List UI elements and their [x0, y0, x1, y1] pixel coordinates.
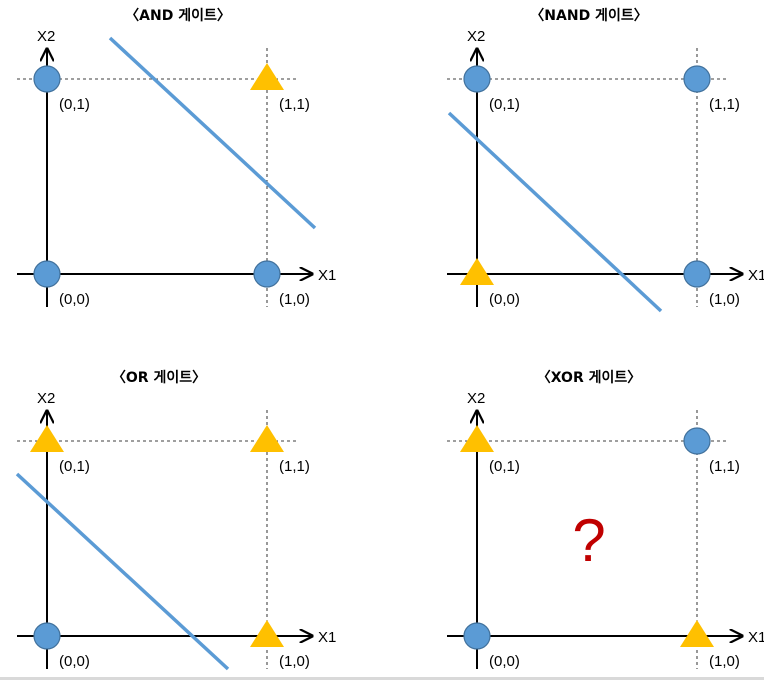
- point-p01-circle-marker: [463, 65, 491, 93]
- point-label-p01: (0,1): [59, 96, 90, 113]
- point-p10-triangle-marker: [250, 620, 284, 647]
- point-label-p00: (0,0): [489, 291, 520, 308]
- y-axis-label: X2: [37, 28, 55, 45]
- point-label-p11: (1,1): [279, 96, 310, 113]
- point-label-p00: (0,0): [59, 291, 90, 308]
- point-p01-triangle-marker: [460, 425, 494, 452]
- separator-line: [447, 111, 663, 313]
- y-axis-label: X2: [467, 28, 485, 45]
- point-label-p01: (0,1): [489, 96, 520, 113]
- panel-title: 〈XOR 게이트〉: [537, 369, 642, 386]
- page-bottom-rule: [0, 677, 764, 680]
- panel-and: 〈AND 게이트〉 X1 X2 (0,0) (1,0) (0,1) (1,1): [17, 7, 336, 308]
- x-axis-label: X1: [318, 267, 336, 284]
- panel-nand: 〈NAND 게이트〉 X1 X2 (0,0) (1,0) (0,1) (1,1): [447, 7, 764, 313]
- point-label-p10: (1,0): [709, 291, 740, 308]
- point-p00-triangle-marker: [460, 258, 494, 285]
- point-label-p01: (0,1): [489, 458, 520, 475]
- panel-title: 〈AND 게이트〉: [125, 7, 231, 24]
- panel-or: 〈OR 게이트〉 X1 X2 (0,0) (1,0) (0,1) (1,1): [15, 369, 336, 671]
- question-mark: ?: [572, 507, 605, 574]
- point-label-p00: (0,0): [59, 653, 90, 670]
- point-p00-circle-marker: [463, 622, 491, 650]
- point-p11-circle-marker: [683, 427, 711, 455]
- point-p10-circle-marker: [253, 260, 281, 288]
- separator-line: [108, 36, 317, 230]
- panel-title: 〈OR 게이트〉: [112, 369, 206, 386]
- point-label-p11: (1,1): [279, 458, 310, 475]
- panel-title: 〈NAND 게이트〉: [530, 7, 647, 24]
- point-p11-triangle-marker: [250, 63, 284, 90]
- point-p11-triangle-marker: [250, 425, 284, 452]
- point-label-p11: (1,1): [709, 458, 740, 475]
- separator-line: [15, 472, 230, 671]
- x-axis-label: X1: [748, 629, 764, 646]
- y-axis-label: X2: [37, 390, 55, 407]
- point-p01-triangle-marker: [30, 425, 64, 452]
- point-label-p01: (0,1): [59, 458, 90, 475]
- point-p10-triangle-marker: [680, 620, 714, 647]
- point-p11-circle-marker: [683, 65, 711, 93]
- y-axis-label: X2: [467, 390, 485, 407]
- x-axis-label: X1: [748, 267, 764, 284]
- point-label-p10: (1,0): [279, 291, 310, 308]
- point-label-p10: (1,0): [709, 653, 740, 670]
- x-axis-label: X1: [318, 629, 336, 646]
- panel-xor: 〈XOR 게이트〉 X1 X2 (0,0) (1,0) (0,1) (1,1)?: [447, 369, 764, 670]
- point-label-p10: (1,0): [279, 653, 310, 670]
- point-p00-circle-marker: [33, 260, 61, 288]
- point-p10-circle-marker: [683, 260, 711, 288]
- point-p00-circle-marker: [33, 622, 61, 650]
- point-label-p00: (0,0): [489, 653, 520, 670]
- point-label-p11: (1,1): [709, 96, 740, 113]
- point-p01-circle-marker: [33, 65, 61, 93]
